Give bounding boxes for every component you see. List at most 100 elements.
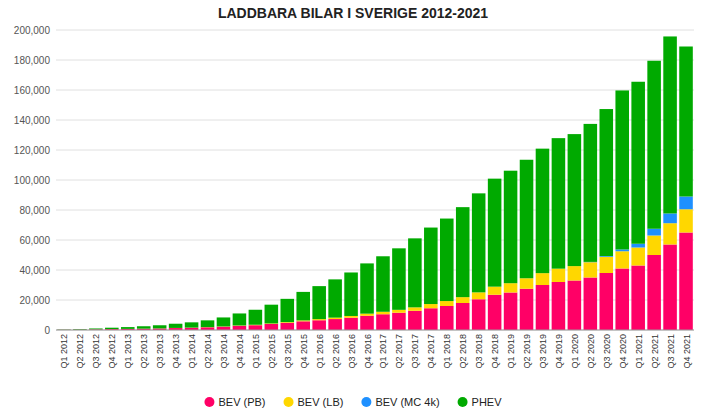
- x-tick-label: Q1 2014: [187, 334, 197, 369]
- bar-segment: [249, 310, 263, 325]
- bar-segment: [376, 312, 390, 314]
- bar-segment: [424, 304, 438, 308]
- bar-segment: [456, 303, 470, 330]
- bar-segment: [520, 278, 534, 289]
- series: [57, 209, 693, 330]
- x-tick-label: Q2 2019: [522, 334, 532, 369]
- x-tick-label: Q4 2013: [171, 334, 181, 369]
- legend-item: BEV (LB): [284, 396, 344, 408]
- bar-segment: [440, 301, 454, 306]
- bar-segment: [599, 273, 613, 330]
- x-tick-label: Q1 2015: [251, 334, 261, 369]
- bar-segment: [663, 36, 677, 213]
- y-tick-label: 80,000: [19, 205, 50, 216]
- bar-segment: [504, 293, 518, 331]
- x-axis-line: [56, 330, 694, 331]
- legend-label: BEV (MC 4k): [375, 396, 439, 408]
- x-tick-label: Q4 2017: [426, 334, 436, 369]
- bar-segment: [217, 317, 231, 326]
- x-tick-label: Q4 2021: [682, 334, 692, 369]
- y-tick-label: 20,000: [19, 295, 50, 306]
- bar-segment: [552, 282, 566, 330]
- x-axis: Q1 2012Q2 2012Q3 2012Q4 2012Q1 2013Q2 20…: [56, 330, 694, 369]
- bar-segment: [615, 90, 629, 249]
- x-tick-label: Q2 2012: [75, 334, 85, 369]
- grid-line: [56, 240, 694, 241]
- bar-segment: [631, 244, 645, 248]
- bar-segment: [376, 314, 390, 330]
- bar-segment: [568, 281, 582, 331]
- bar-segment: [584, 124, 598, 262]
- bar-segment: [265, 305, 279, 324]
- bar-segment: [536, 285, 550, 330]
- y-tick-label: 60,000: [19, 235, 50, 246]
- grid-line: [56, 180, 694, 181]
- bar-segment: [647, 236, 661, 256]
- grid-line: [56, 330, 694, 331]
- y-tick-label: 160,000: [14, 85, 51, 96]
- bar-segment: [456, 207, 470, 297]
- y-tick-label: 140,000: [14, 115, 51, 126]
- x-tick-label: Q1 2020: [570, 334, 580, 369]
- x-tick-label: Q2 2014: [203, 334, 213, 369]
- bar-segment: [344, 272, 358, 316]
- bar-segment: [504, 171, 518, 284]
- x-tick-label: Q3 2015: [283, 334, 293, 369]
- bar-segment: [584, 262, 598, 277]
- bar-segment: [105, 328, 119, 329]
- grid-line: [56, 270, 694, 271]
- bar-segment: [424, 308, 438, 330]
- bar-segment: [552, 138, 566, 269]
- bar-segment: [328, 318, 342, 319]
- x-tick-label: Q2 2021: [650, 334, 660, 369]
- x-tick-label: Q3 2018: [474, 334, 484, 369]
- bar-segment: [312, 320, 326, 330]
- legend-label: BEV (LB): [298, 396, 344, 408]
- bar-segment: [504, 283, 518, 292]
- bar-segment: [456, 297, 470, 303]
- bar-segment: [440, 306, 454, 330]
- bar-segment: [312, 319, 326, 320]
- x-tick-label: Q1 2017: [378, 334, 388, 369]
- x-tick-label: Q3 2021: [666, 334, 676, 369]
- series: [57, 36, 693, 329]
- bar-segment: [360, 263, 374, 313]
- bar-segment: [408, 238, 422, 307]
- grid-line: [56, 210, 694, 211]
- x-tick-label: Q1 2013: [123, 334, 133, 369]
- x-tick-label: Q2 2015: [267, 334, 277, 369]
- x-tick-label: Q3 2016: [347, 334, 357, 369]
- bar-segment: [679, 47, 693, 197]
- bar-segment: [472, 292, 486, 299]
- bar-segment: [312, 286, 326, 319]
- bar-segment: [520, 289, 534, 330]
- bar-segment: [647, 255, 661, 330]
- bar-segment: [296, 292, 310, 321]
- bar-segment: [440, 219, 454, 301]
- x-tick-label: Q3 2019: [538, 334, 548, 369]
- bar-segment: [679, 233, 693, 331]
- y-tick-label: 180,000: [14, 55, 51, 66]
- y-axis: 020,00040,00060,00080,000100,000120,0001…: [14, 25, 51, 336]
- x-tick-label: Q4 2012: [107, 334, 117, 369]
- x-tick-label: Q1 2021: [634, 334, 644, 369]
- legend-swatch: [204, 397, 214, 407]
- grid-line: [56, 60, 694, 61]
- bar-segment: [392, 248, 406, 310]
- legend: BEV (PB)BEV (LB)BEV (MC 4k)PHEV: [204, 396, 502, 408]
- grid-line: [56, 150, 694, 151]
- bar-segment: [280, 323, 294, 330]
- bar-segment: [185, 322, 199, 327]
- grid: [56, 30, 694, 330]
- bar-segment: [344, 318, 358, 330]
- bar-segment: [328, 279, 342, 317]
- bar-segment: [536, 149, 550, 274]
- legend-swatch: [458, 397, 468, 407]
- bar-segment: [169, 324, 183, 328]
- bar-segment: [488, 295, 502, 330]
- x-tick-label: Q1 2016: [315, 334, 325, 369]
- bar-segment: [424, 228, 438, 304]
- bar-segment: [599, 257, 613, 273]
- bar-segment: [360, 314, 374, 316]
- y-tick-label: 120,000: [14, 145, 51, 156]
